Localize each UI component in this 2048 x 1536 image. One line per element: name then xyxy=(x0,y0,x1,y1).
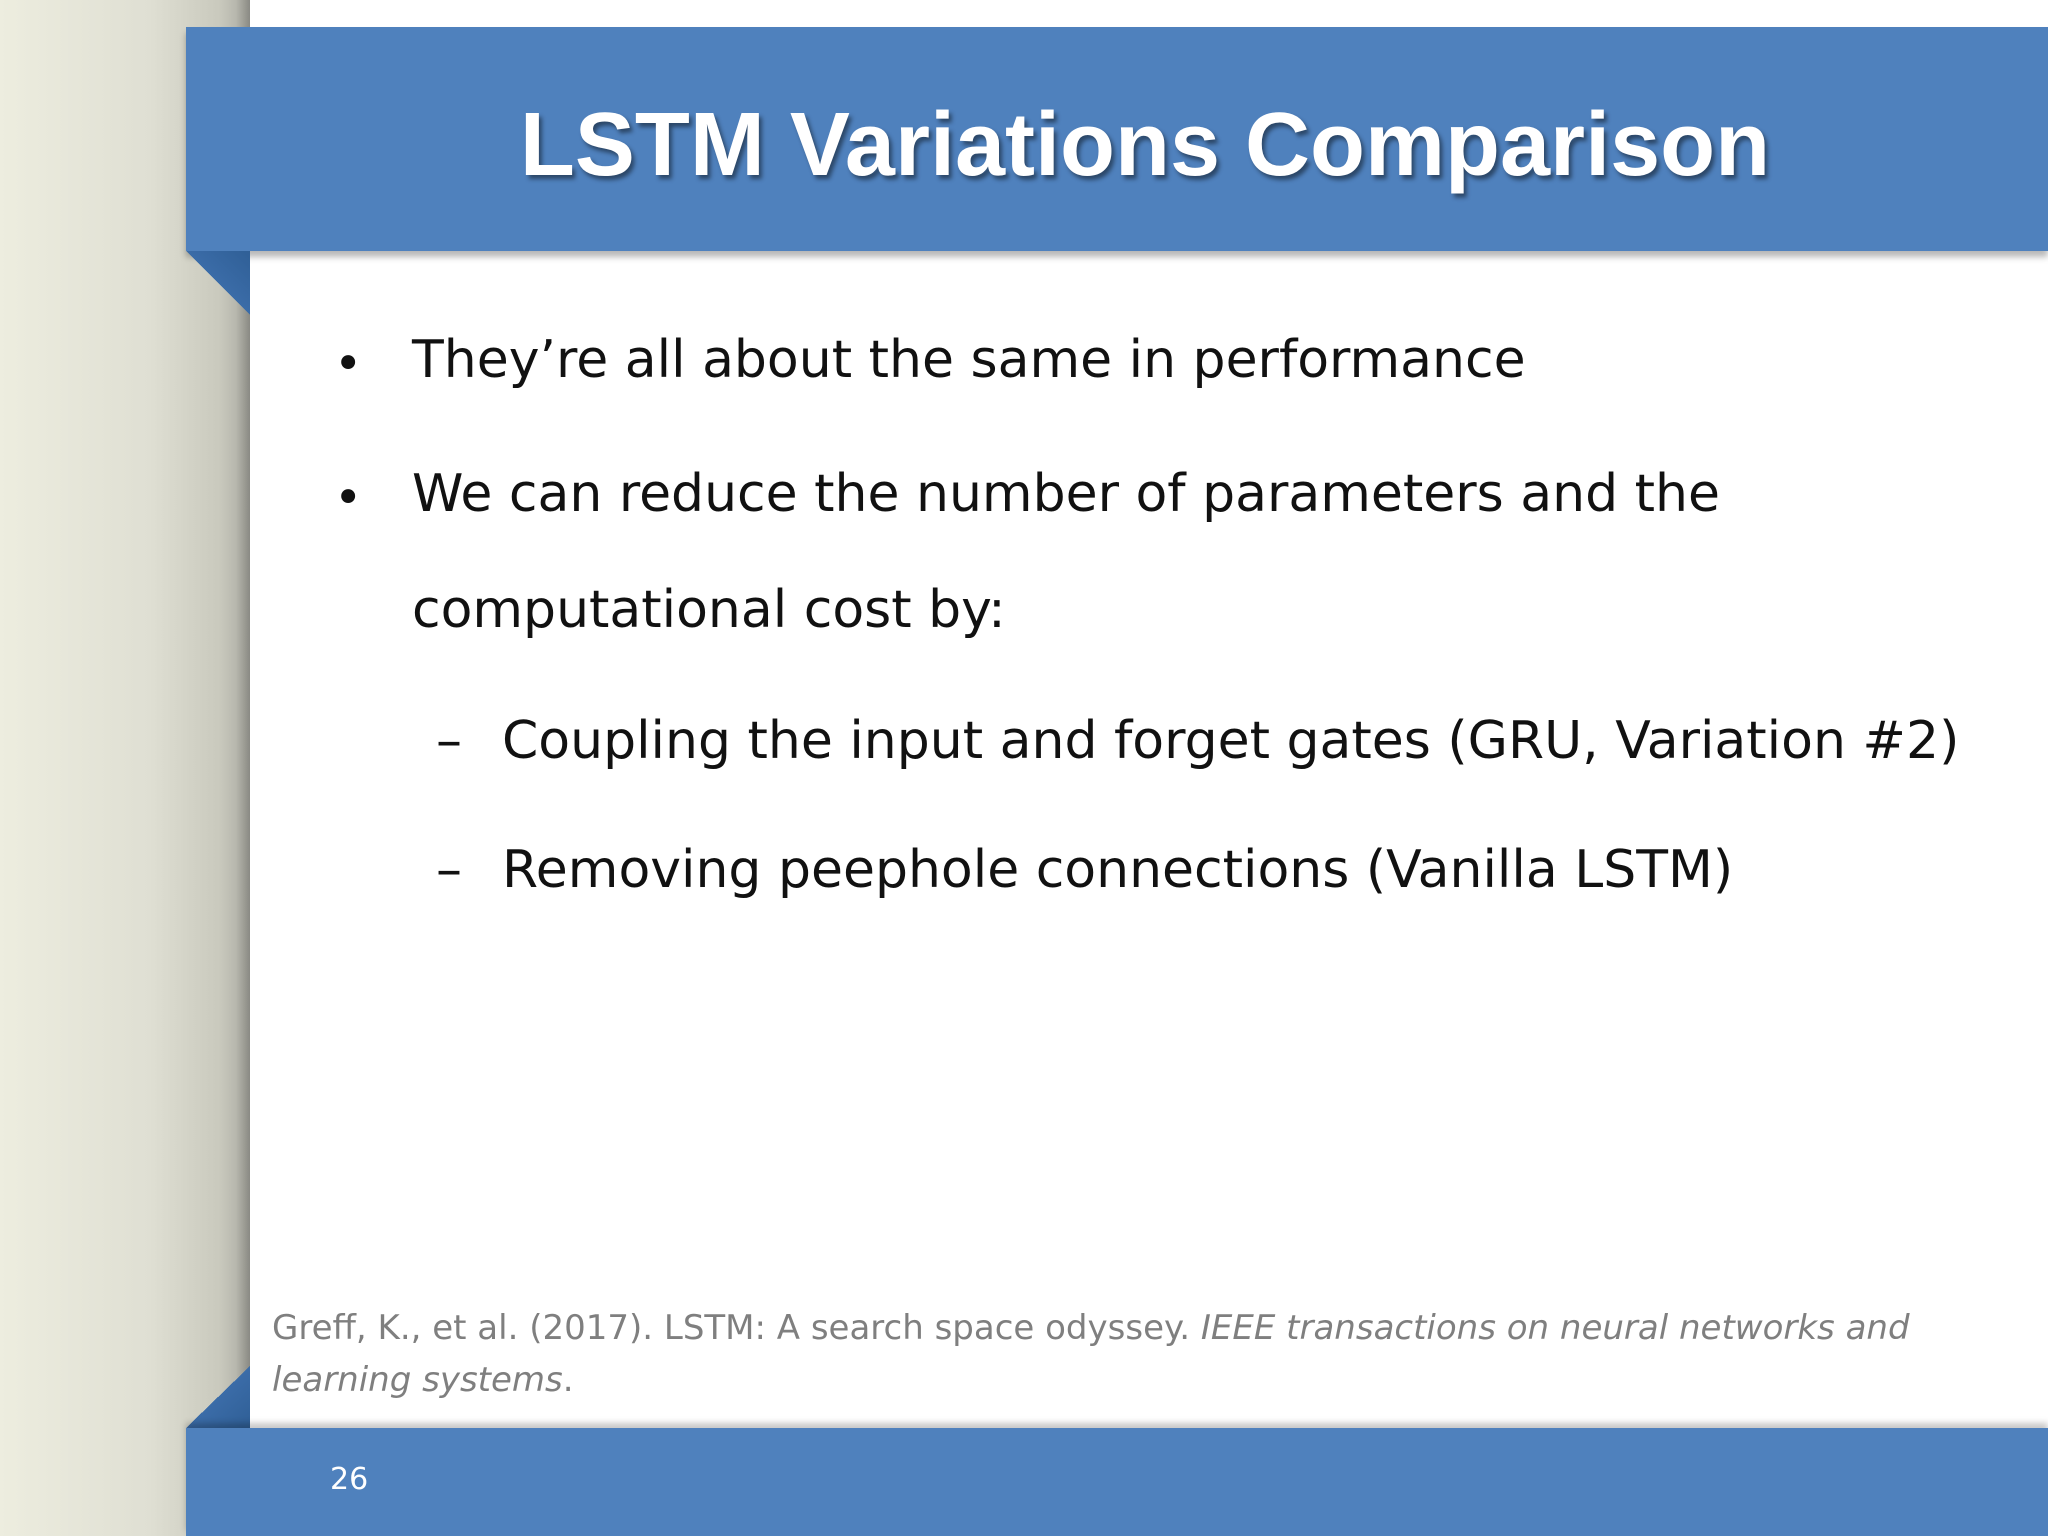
citation-journal: IEEE transactions on neural networks and… xyxy=(272,1308,1910,1400)
slide-canvas xyxy=(250,0,2048,1536)
citation-plain: Greff, K., et al. (2017). LSTM: A search… xyxy=(272,1308,1201,1348)
citation-end: . xyxy=(562,1360,574,1400)
sub-bullet-marker: – xyxy=(436,840,462,900)
title-banner xyxy=(186,27,2048,251)
bullet-text-line: computational cost by: xyxy=(412,580,1006,640)
bullet-marker: • xyxy=(334,470,363,526)
sub-bullet-text: Coupling the input and forget gates (GRU… xyxy=(502,711,1960,771)
citation: Greff, K., et al. (2017). LSTM: A search… xyxy=(272,1302,1962,1406)
banner-fold-bottom xyxy=(186,1366,250,1428)
sub-bullet-marker: – xyxy=(436,711,462,771)
banner-fold-top xyxy=(186,251,250,315)
slide-edge-shadow xyxy=(236,0,250,1536)
bullet-text: They’re all about the same in performanc… xyxy=(412,330,1526,390)
page-number: 26 xyxy=(330,1462,369,1497)
bullet-text-line: We can reduce the number of parameters a… xyxy=(412,464,1720,524)
slide-title: LSTM Variations Comparison xyxy=(519,95,1771,195)
sub-bullet-text: Removing peephole connections (Vanilla L… xyxy=(502,840,1734,900)
bullet-marker: • xyxy=(334,336,363,392)
footer-banner xyxy=(186,1428,2048,1536)
